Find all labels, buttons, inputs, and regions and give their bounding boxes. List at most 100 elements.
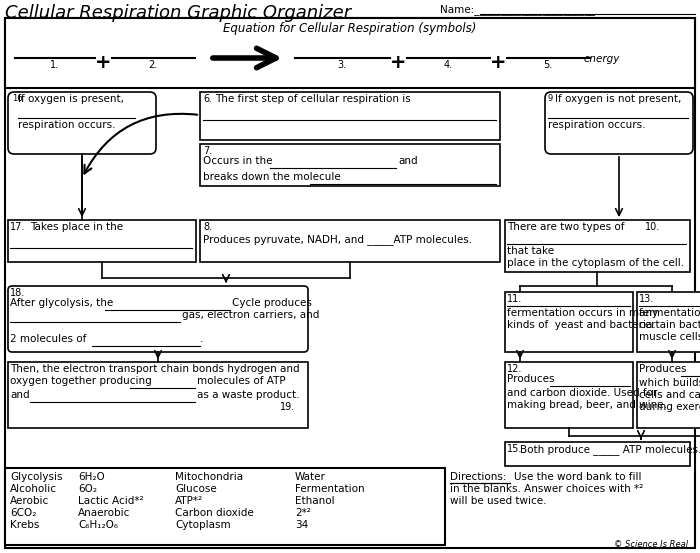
Text: 9: 9 [548,94,553,103]
Text: If oxygen is present,: If oxygen is present, [18,94,124,104]
Text: Fermentation: Fermentation [295,484,365,494]
Text: ATP*²: ATP*² [175,496,203,506]
FancyBboxPatch shape [8,286,308,352]
Bar [200,92,500,140]
Bar [505,442,690,466]
Text: 6.: 6. [203,94,212,104]
Text: energy: energy [584,54,620,64]
Text: Cellular Respiration Graphic Organizer: Cellular Respiration Graphic Organizer [5,4,351,22]
Text: Glycolysis: Glycolysis [10,472,62,482]
Bar [5,18,695,88]
Text: Krebs: Krebs [10,520,39,530]
Text: Produces: Produces [639,364,687,374]
Text: There are two types of: There are two types of [507,222,624,232]
Text: 34: 34 [295,520,308,530]
Text: Cycle produces: Cycle produces [232,298,312,308]
Text: in the blanks. Answer choices with *²: in the blanks. Answer choices with *² [450,484,643,494]
Text: After glycolysis, the: After glycolysis, the [10,298,113,308]
Text: molecules of ATP: molecules of ATP [197,376,286,386]
Text: fermentation occurs in: fermentation occurs in [639,308,700,318]
Text: Name:_______________________: Name:_______________________ [440,4,595,15]
Text: Anaerobic: Anaerobic [78,508,130,518]
Text: 11.: 11. [507,294,522,304]
Text: 3.: 3. [337,60,346,70]
Text: 18.: 18. [10,288,25,298]
Text: Equation for Cellular Respiration (symbols): Equation for Cellular Respiration (symbo… [223,22,477,35]
Text: 12.: 12. [507,364,522,374]
Bar [637,292,700,352]
Text: 2.: 2. [148,60,158,70]
Text: Cytoplasm: Cytoplasm [175,520,230,530]
Text: place in the cytoplasm of the cell.: place in the cytoplasm of the cell. [507,258,684,268]
Text: 2*²: 2*² [295,508,311,518]
Text: 6H₂O: 6H₂O [78,472,105,482]
Text: Directions:: Directions: [450,472,507,482]
Text: 7.: 7. [203,146,212,156]
Text: that take: that take [507,246,554,256]
Text: certain bacteria and: certain bacteria and [639,320,700,330]
Text: 15.: 15. [507,444,522,454]
Text: +: + [390,53,406,72]
Text: 6CO₂: 6CO₂ [10,508,36,518]
Text: will be used twice.: will be used twice. [450,496,547,506]
Text: Lactic Acid*²: Lactic Acid*² [78,496,144,506]
Text: +: + [490,53,506,72]
FancyBboxPatch shape [545,92,693,154]
Text: 2 molecules of: 2 molecules of [10,334,86,344]
Text: oxygen together producing: oxygen together producing [10,376,152,386]
Text: +: + [94,53,111,72]
Text: 16: 16 [12,94,22,103]
Bar [637,362,700,428]
Text: and: and [398,156,418,166]
Text: respiration occurs.: respiration occurs. [548,120,645,130]
Text: Ethanol: Ethanol [295,496,335,506]
Text: as a waste product.: as a waste product. [197,390,300,400]
Text: Water: Water [295,472,326,482]
Bar [505,292,633,352]
Text: © Science Is Real: © Science Is Real [614,540,688,549]
FancyBboxPatch shape [8,92,156,154]
Text: gas, electron carriers, and: gas, electron carriers, and [182,310,319,320]
Text: 4.: 4. [443,60,453,70]
Text: 13.: 13. [639,294,654,304]
Text: Both produce _____ ATP molecules.: Both produce _____ ATP molecules. [520,444,700,455]
Text: If oxygen is not present,: If oxygen is not present, [555,94,681,104]
Text: and carbon dioxide. Used for: and carbon dioxide. Used for [507,388,657,398]
Text: Use the word bank to fill: Use the word bank to fill [514,472,641,482]
Bar [8,220,196,262]
Bar [8,362,308,428]
Text: Produces: Produces [507,374,554,384]
Text: cells and causes soreness: cells and causes soreness [639,390,700,400]
Bar [5,468,445,545]
Text: 10.: 10. [645,222,660,232]
Text: during exercise.: during exercise. [639,402,700,412]
Text: breaks down the molecule: breaks down the molecule [203,172,341,182]
Text: making bread, beer, and wine.: making bread, beer, and wine. [507,400,667,410]
Text: which builds up in muscle: which builds up in muscle [639,378,700,388]
Text: Alcoholic: Alcoholic [10,484,57,494]
Text: .: . [200,334,204,344]
Text: Occurs in the: Occurs in the [203,156,272,166]
Text: Carbon dioxide: Carbon dioxide [175,508,253,518]
Text: 8.: 8. [203,222,212,232]
Text: fermentation occurs in many: fermentation occurs in many [507,308,658,318]
Text: 19.: 19. [280,402,295,412]
Text: C₆H₁₂O₆: C₆H₁₂O₆ [78,520,118,530]
Text: 1.: 1. [50,60,60,70]
Bar [505,362,633,428]
Text: 17.: 17. [10,222,25,232]
Text: Then, the electron transport chain bonds hydrogen and: Then, the electron transport chain bonds… [10,364,300,374]
Bar [505,220,690,272]
Text: kinds of  yeast and bacteria.: kinds of yeast and bacteria. [507,320,656,330]
Text: Mitochondria: Mitochondria [175,472,243,482]
Text: Aerobic: Aerobic [10,496,49,506]
Text: 6O₂: 6O₂ [78,484,97,494]
Text: Takes place in the: Takes place in the [30,222,123,232]
Text: Produces pyruvate, NADH, and _____ATP molecules.: Produces pyruvate, NADH, and _____ATP mo… [203,234,472,245]
Text: The first step of cellular respiration is: The first step of cellular respiration i… [215,94,411,104]
Bar [200,220,500,262]
Text: 5.: 5. [543,60,552,70]
Text: muscle cells of animals.: muscle cells of animals. [639,332,700,342]
Text: Glucose: Glucose [175,484,217,494]
Text: and: and [10,390,29,400]
